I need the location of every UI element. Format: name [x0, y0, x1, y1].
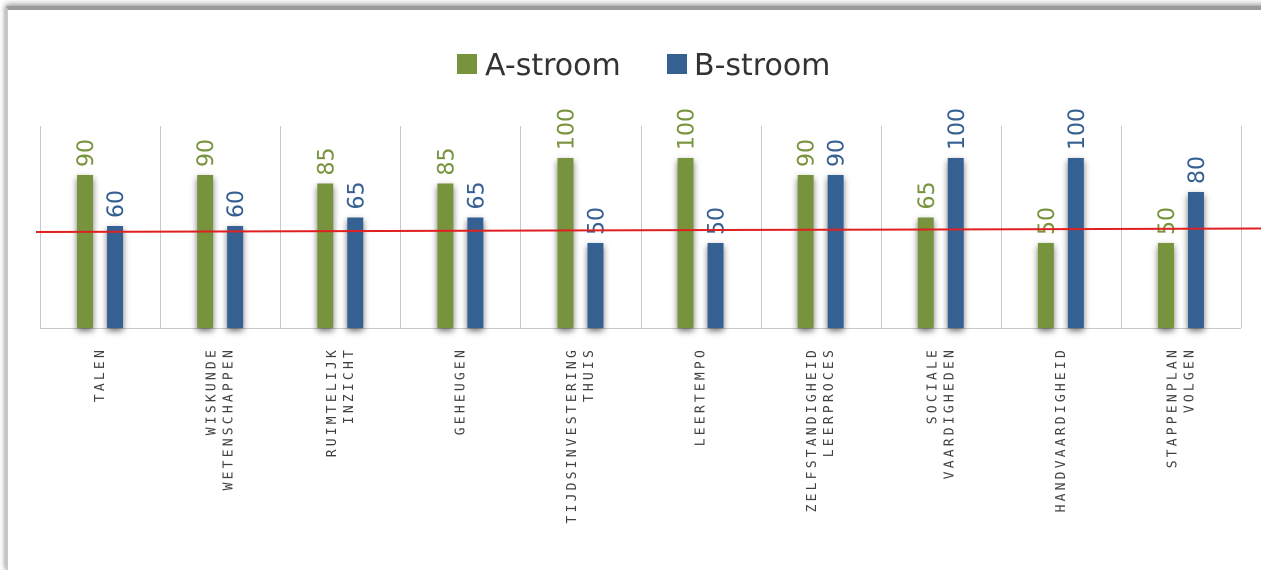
- category-label: THUIS: [582, 347, 597, 402]
- bar-a-stroom: [1037, 243, 1054, 328]
- category-label: STAPPENPLAN: [1165, 347, 1180, 468]
- category-labels: TALEN WISKUNDE WETENSCHAPPEN RUIMTELIJK INZI…: [93, 347, 1197, 523]
- category-label: WETENSCHAPPEN: [222, 347, 237, 490]
- category-label: VAARDIGHEDEN: [942, 347, 957, 479]
- value-label: 100: [945, 108, 970, 150]
- bar-a-stroom: [557, 158, 574, 328]
- bar-b-stroom: [1067, 158, 1084, 328]
- category-label: ZELFSTANDIGHEID: [805, 347, 820, 512]
- category-label: LEERTEMPO: [694, 347, 709, 446]
- bar-b-stroom: [107, 226, 124, 328]
- category-label: GEHEUGEN: [453, 347, 468, 435]
- category-label: VOLGEN: [1182, 347, 1197, 413]
- bar-a-stroom: [197, 175, 214, 328]
- bar-a-stroom: [917, 217, 934, 328]
- category-label: INZICHT: [342, 347, 357, 424]
- category-gridlines: [40, 126, 1242, 329]
- bar-a-stroom: [437, 183, 454, 328]
- value-label: 65: [344, 182, 369, 210]
- value-label: 60: [224, 190, 249, 218]
- reference-line: [35, 227, 1261, 233]
- category-label: SOCIALE: [925, 347, 940, 424]
- legend-swatch-b: [667, 54, 687, 74]
- legend-label-b: B-stroom: [694, 48, 830, 83]
- value-label: 85: [434, 148, 459, 176]
- category-label: RUIMTELIJK: [325, 347, 340, 457]
- value-label: 80: [1185, 156, 1210, 184]
- bar-b-stroom: [587, 243, 604, 328]
- legend: A-stroom B-stroom: [457, 48, 830, 83]
- bar-b-stroom: [1187, 192, 1204, 328]
- category-label: WISKUNDE: [205, 347, 220, 435]
- category-label: LEERPROCES: [822, 347, 837, 457]
- bars: [77, 158, 1204, 328]
- value-label: 100: [554, 108, 579, 150]
- category-label: TALEN: [93, 347, 108, 402]
- category-label: TIJDSINVESTERING: [565, 347, 580, 523]
- value-label: 60: [104, 190, 129, 218]
- bar-b-stroom: [827, 175, 844, 328]
- bar-b-stroom: [347, 217, 364, 328]
- legend-swatch-a: [457, 54, 477, 74]
- bar-b-stroom: [467, 217, 484, 328]
- category-label: HANDVAARDIGHEID: [1054, 347, 1069, 512]
- value-label: 90: [795, 139, 820, 167]
- legend-label-a: A-stroom: [485, 48, 621, 83]
- value-label: 50: [1155, 207, 1180, 235]
- value-label: 90: [194, 139, 219, 167]
- value-label: 100: [675, 108, 700, 150]
- value-label: 85: [314, 148, 339, 176]
- bar-a-stroom: [677, 158, 694, 328]
- value-label: 90: [825, 139, 850, 167]
- value-label: 65: [915, 182, 940, 210]
- value-label: 100: [1065, 108, 1090, 150]
- reference-line-group: [35, 227, 1261, 233]
- bar-chart: A-stroom B-stroom 90609060856585651005010…: [35, 48, 1261, 523]
- value-label: 50: [1035, 207, 1060, 235]
- bar-b-stroom: [227, 226, 244, 328]
- bar-a-stroom: [1157, 243, 1174, 328]
- value-label: 90: [74, 139, 99, 167]
- bar-b-stroom: [947, 158, 964, 328]
- bar-b-stroom: [707, 243, 724, 328]
- bar-a-stroom: [317, 183, 334, 328]
- bar-a-stroom: [797, 175, 814, 328]
- bar-a-stroom: [77, 175, 94, 328]
- value-label: 65: [464, 182, 489, 210]
